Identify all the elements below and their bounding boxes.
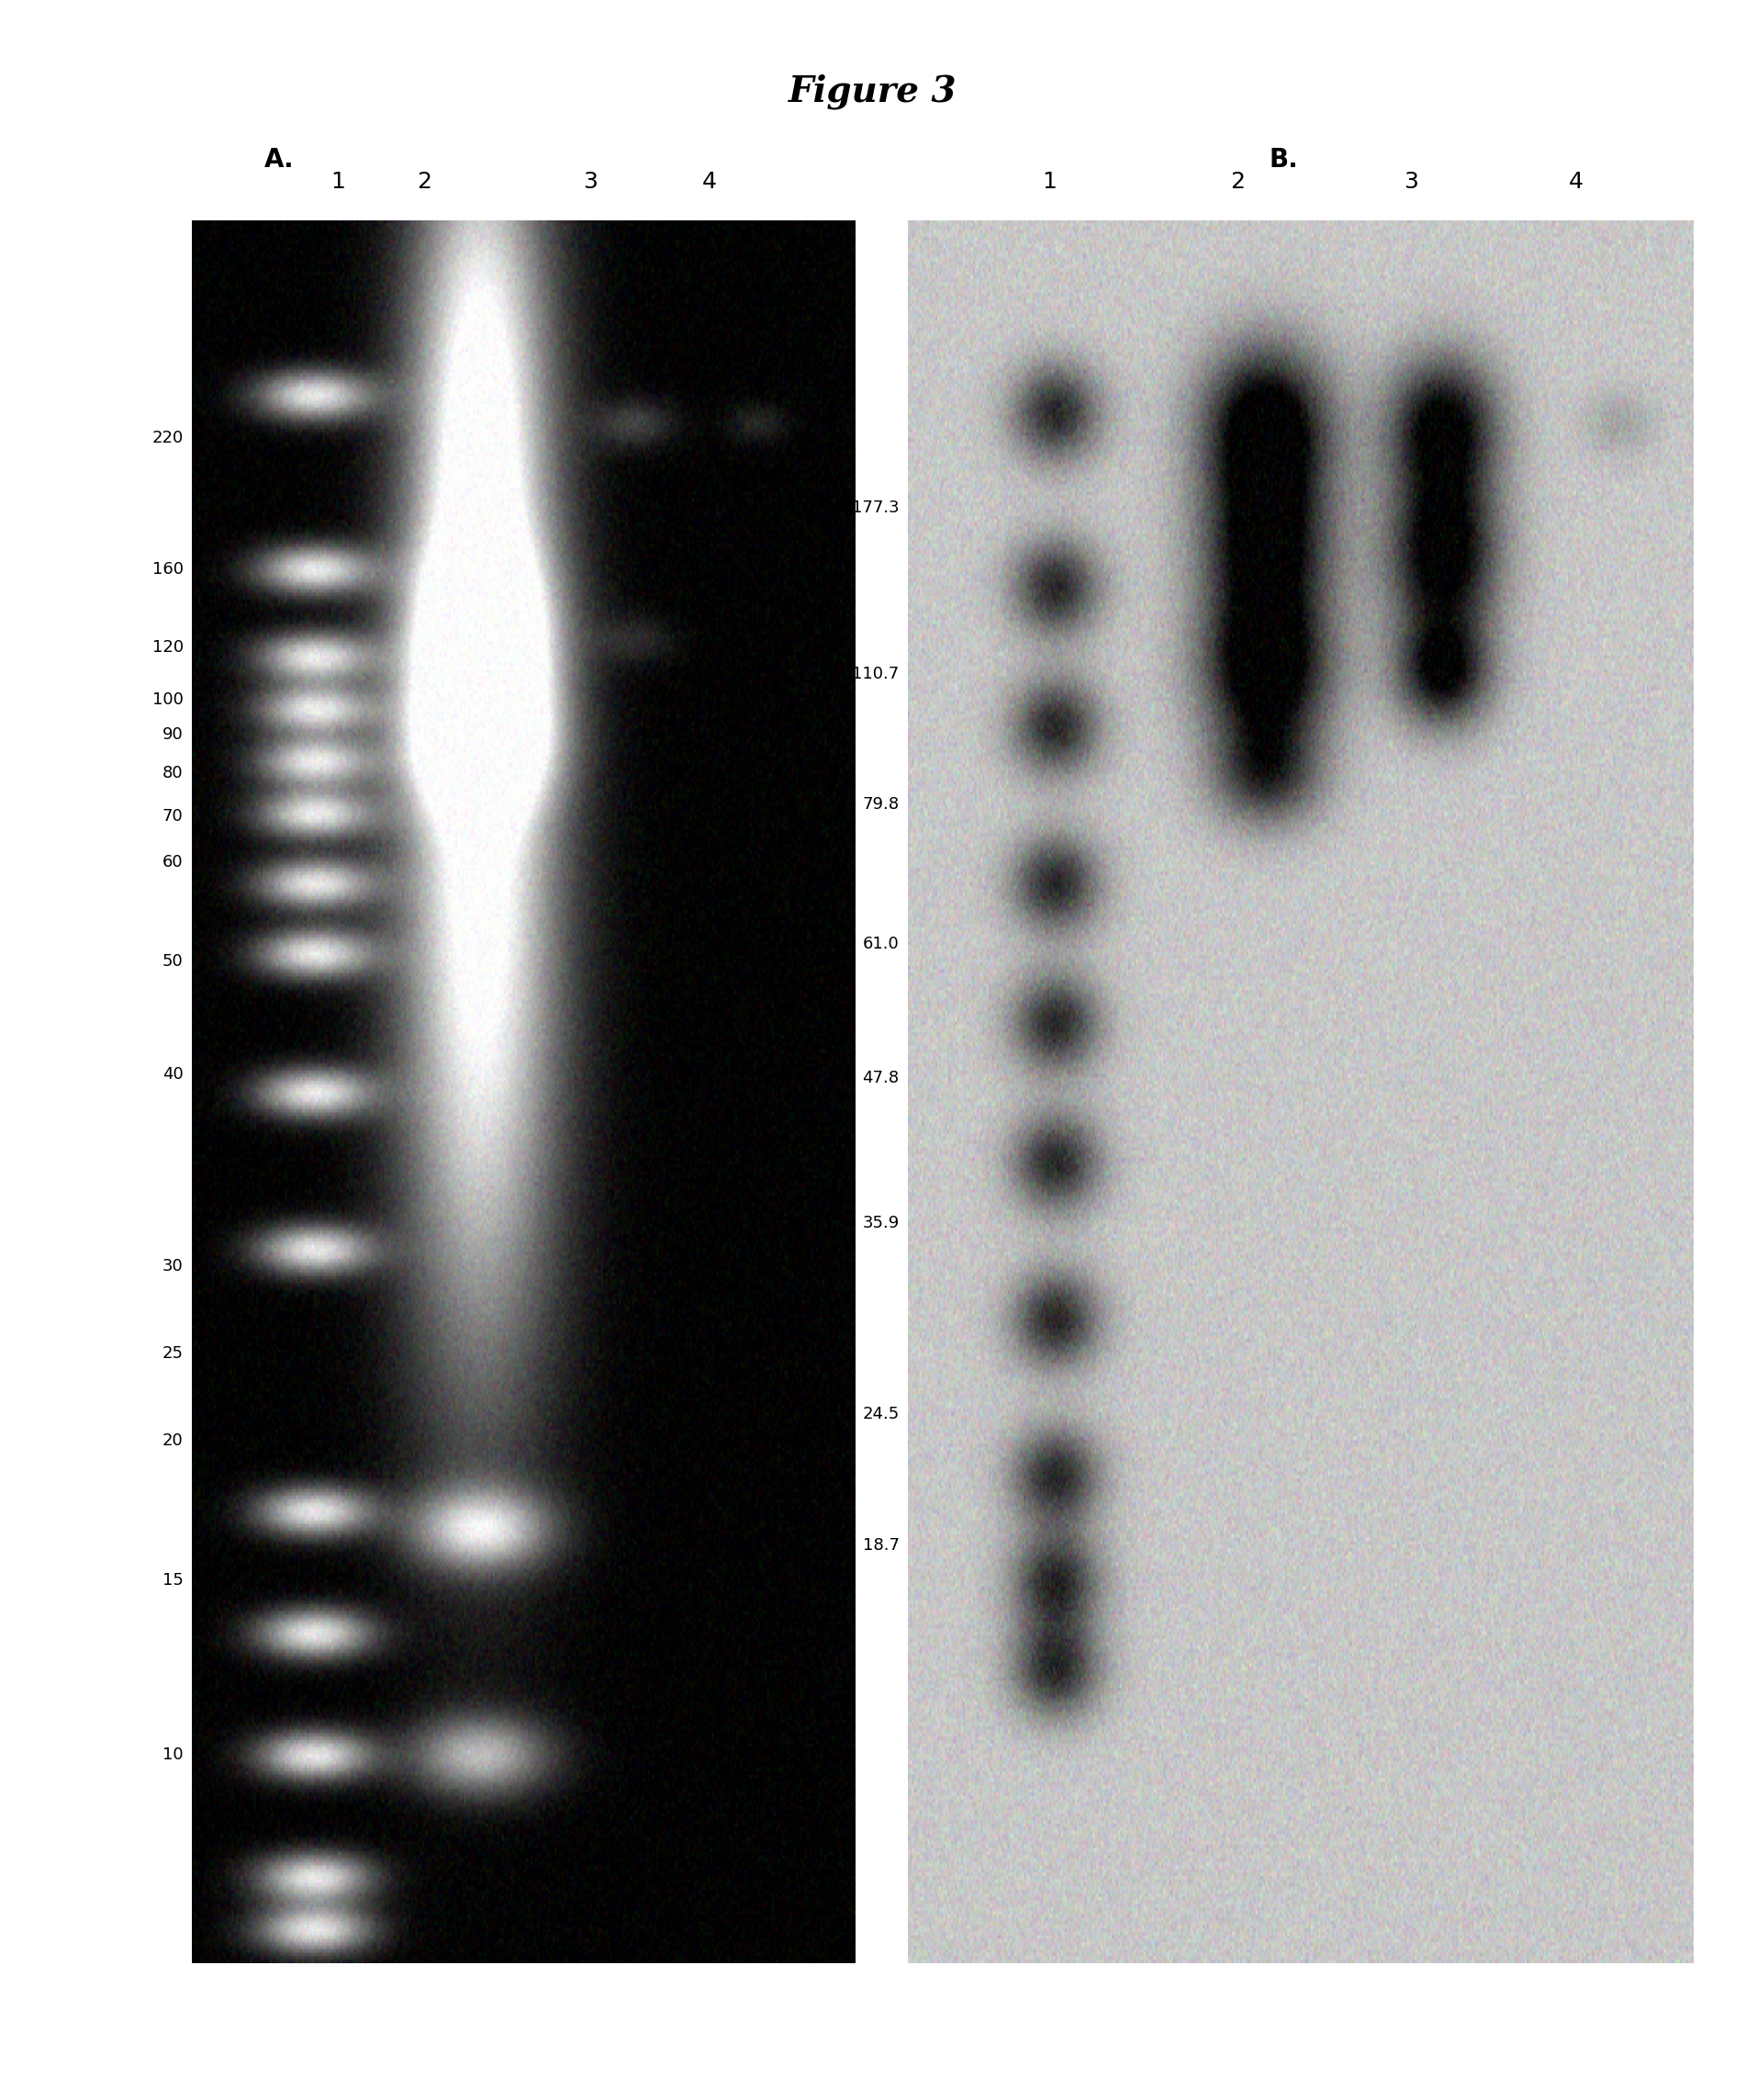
Text: 90: 90 xyxy=(162,727,183,743)
Text: 177.3: 177.3 xyxy=(852,500,899,517)
Text: 61.0: 61.0 xyxy=(863,937,899,951)
Text: 18.7: 18.7 xyxy=(863,1537,899,1554)
Text: 35.9: 35.9 xyxy=(863,1214,899,1231)
Text: 25: 25 xyxy=(162,1346,183,1361)
Text: 160: 160 xyxy=(152,561,183,578)
Text: 80: 80 xyxy=(162,764,183,781)
Text: 50: 50 xyxy=(162,953,183,970)
Text: 110.7: 110.7 xyxy=(852,666,899,683)
Text: 1: 1 xyxy=(330,172,346,193)
Text: A.: A. xyxy=(264,147,295,172)
Text: 220: 220 xyxy=(152,430,183,447)
Text: 120: 120 xyxy=(152,638,183,655)
Text: 2: 2 xyxy=(417,172,431,193)
Text: 10: 10 xyxy=(162,1745,183,1762)
Text: 3: 3 xyxy=(583,172,597,193)
Text: B.: B. xyxy=(1269,147,1297,172)
Text: 47.8: 47.8 xyxy=(863,1069,899,1086)
Text: 15: 15 xyxy=(162,1571,183,1588)
Text: 70: 70 xyxy=(162,808,183,825)
Text: 40: 40 xyxy=(162,1067,183,1084)
Text: 79.8: 79.8 xyxy=(863,796,899,813)
Text: 1: 1 xyxy=(1042,172,1056,193)
Text: Figure 3: Figure 3 xyxy=(789,74,957,109)
Text: 3: 3 xyxy=(1404,172,1418,193)
Text: 4: 4 xyxy=(1568,172,1584,193)
Text: 2: 2 xyxy=(1231,172,1245,193)
Text: 30: 30 xyxy=(162,1258,183,1275)
Text: 20: 20 xyxy=(162,1432,183,1449)
Text: 4: 4 xyxy=(702,172,718,193)
Text: 100: 100 xyxy=(152,691,183,708)
Text: 24.5: 24.5 xyxy=(863,1407,899,1422)
Text: 60: 60 xyxy=(162,855,183,869)
